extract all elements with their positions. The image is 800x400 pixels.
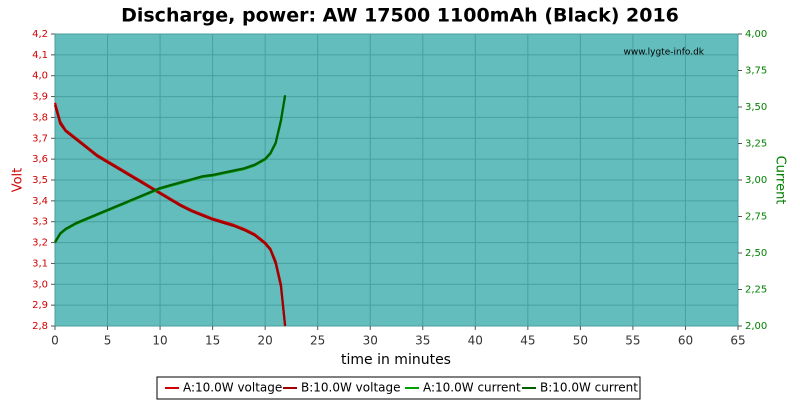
legend-label: B:10.0W voltage [301,381,401,395]
x-tick-label: 45 [520,334,535,348]
y2-tick-label: 4,00 [745,29,767,40]
legend [156,376,641,400]
x-tick-label: 25 [310,334,325,348]
watermark: www.lygte-info.dk [624,48,705,58]
y2-tick-label: 3,25 [745,139,767,150]
x-tick-label: 20 [258,334,273,348]
y2-tick-label: 2,50 [745,248,767,259]
y2-tick-label: 2,25 [745,285,767,296]
legend-label: A:10.0W current [423,381,521,395]
y-axis-label: Volt [11,168,26,193]
series-line [54,95,287,243]
y2-tick-label: 3,50 [745,102,767,113]
y2-tick-label: 3,75 [745,66,767,77]
y2-tick-label: 2,00 [745,321,767,332]
y-tick-label: 3,2 [32,238,48,249]
x-tick-label: 50 [573,334,588,348]
y-tick-label: 2,8 [32,321,48,332]
y-tick-label: 3,3 [32,217,48,228]
y2-tick-label: 2,75 [745,212,767,223]
x-tick-label: 30 [363,334,378,348]
y-tick-label: 3,1 [32,258,48,269]
y2-axis-label: Current [773,156,788,205]
y-tick-label: 3,0 [32,279,48,290]
y-tick-label: 3,9 [32,92,48,103]
x-tick-label: 55 [625,334,640,348]
legend-label: B:10.0W current [540,381,638,395]
y-tick-label: 3,6 [32,154,48,165]
y-tick-label: 3,7 [32,133,48,144]
x-tick-label: 35 [415,334,430,348]
y-tick-label: 4,1 [32,50,48,61]
y-tick-label: 3,4 [32,196,48,207]
x-tick-label: 40 [468,334,483,348]
x-tick-label: 65 [730,334,745,348]
y-tick-label: 3,8 [32,112,48,123]
x-tick-label: 5 [104,334,112,348]
y-tick-label: 4,0 [32,71,48,82]
x-axis-label: time in minutes [341,352,451,368]
chart-title: Discharge, power: AW 17500 1100mAh (Blac… [121,5,679,27]
x-tick-label: 10 [152,334,167,348]
y-tick-label: 3,5 [32,175,48,186]
legend-label: A:10.0W voltage [183,381,282,395]
x-tick-label: 15 [205,334,220,348]
x-tick-label: 60 [678,334,693,348]
y2-tick-label: 3,00 [745,175,767,186]
y-tick-label: 2,9 [32,300,48,311]
y-tick-label: 4,2 [32,29,48,40]
series-line [53,104,287,327]
x-tick-label: 0 [51,334,59,348]
